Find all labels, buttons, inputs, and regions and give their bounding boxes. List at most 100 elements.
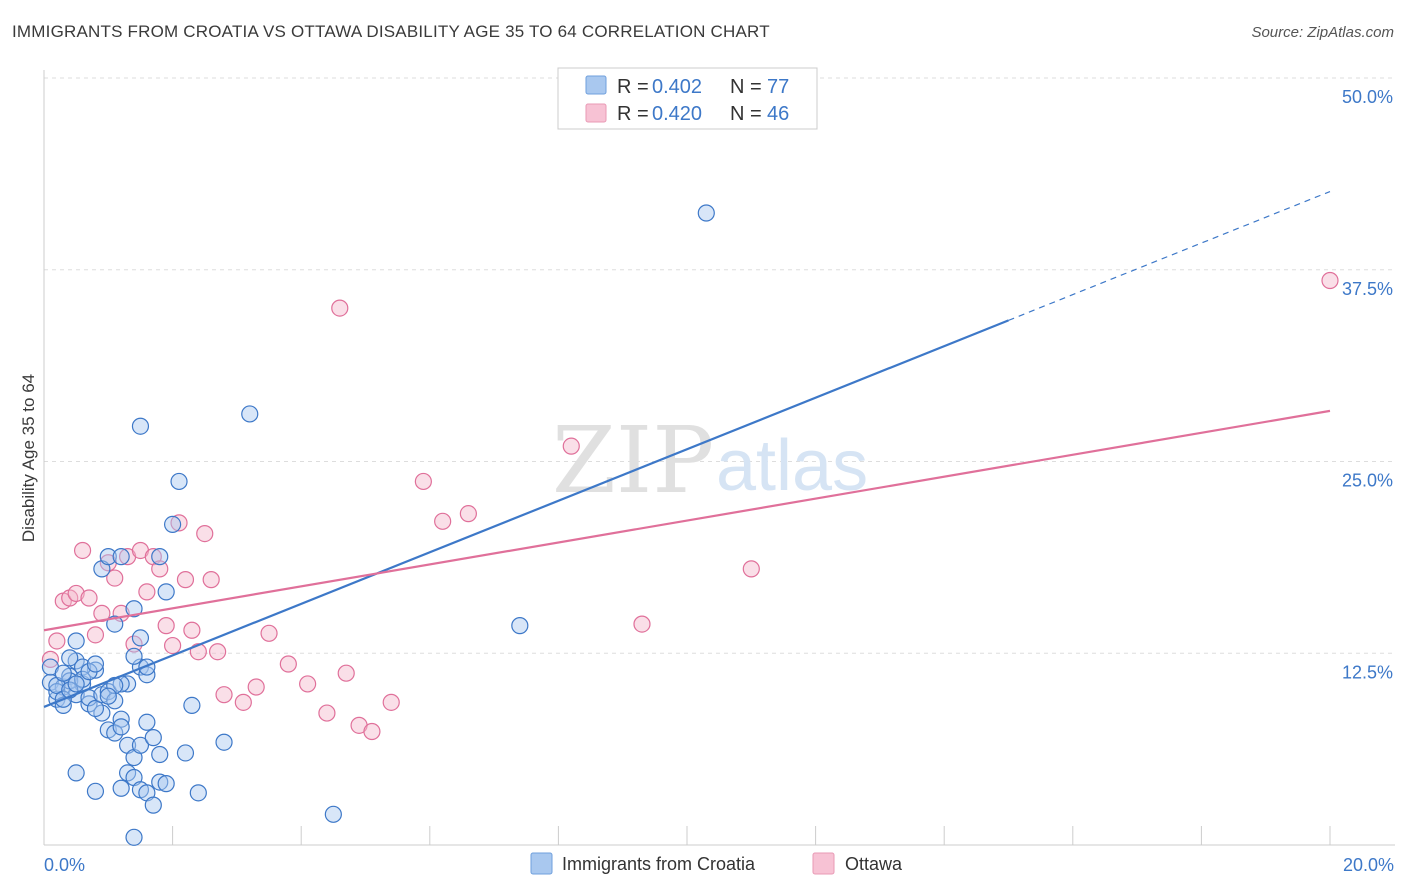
data-point: [67, 584, 85, 603]
legend-swatch-ottawa: [585, 103, 607, 123]
data-point: [247, 678, 265, 696]
data-point: [151, 548, 169, 566]
data-point: [434, 512, 452, 530]
bottom-legend: Immigrants from Croatia Ottawa: [530, 852, 903, 875]
data-point: [48, 632, 66, 650]
trend-line-croatia-extension: [1008, 190, 1331, 321]
data-point: [86, 626, 105, 644]
trend-line-ottawa: [43, 409, 1331, 632]
x-tick-label-max: 20.0%: [1343, 855, 1394, 875]
y-tick-labels: 12.5% 25.0% 37.5% 50.0%: [1342, 87, 1393, 682]
data-point: [131, 417, 150, 435]
data-point: [125, 647, 143, 665]
source-label: Source: ZipAtlas.com: [1251, 24, 1394, 41]
data-point: [382, 693, 400, 711]
data-point: [67, 764, 85, 782]
data-point: [80, 589, 98, 607]
data-point: [189, 784, 207, 802]
bottom-legend-swatch-croatia: [530, 852, 553, 875]
data-point: [215, 733, 233, 751]
data-point: [176, 571, 195, 589]
trend-line-croatia: [43, 319, 1009, 708]
data-point: [112, 779, 130, 797]
chart-title: IMMIGRANTS FROM CROATIA VS OTTAWA DISABI…: [12, 22, 770, 41]
data-point: [279, 655, 297, 673]
data-point: [260, 624, 278, 642]
data-point: [118, 675, 137, 693]
data-point: [144, 796, 162, 814]
data-point: [241, 405, 259, 423]
watermark-zip: ZIP: [552, 407, 714, 514]
data-point: [562, 437, 580, 455]
data-point: [337, 664, 355, 682]
data-point: [170, 514, 188, 532]
legend-swatch-croatia: [585, 75, 607, 95]
data-point: [459, 505, 477, 523]
data-point: [112, 548, 130, 566]
data-point: [299, 675, 317, 693]
croatia-points: [41, 204, 715, 846]
data-point: [67, 675, 85, 693]
data-point: [697, 204, 715, 222]
trend-lines: [43, 190, 1331, 708]
data-point: [151, 773, 169, 791]
y-tick-label: 50.0%: [1342, 87, 1393, 107]
data-point: [157, 583, 175, 601]
data-point: [183, 621, 201, 639]
data-point: [125, 828, 143, 846]
data-point: [99, 687, 117, 705]
data-point: [61, 649, 79, 667]
data-point: [176, 744, 195, 762]
data-point: [106, 724, 124, 742]
data-point: [54, 664, 72, 682]
legend-r-label-1: R =: [617, 76, 649, 98]
data-point: [363, 722, 381, 741]
y-tick-label: 25.0%: [1342, 471, 1393, 491]
data-point: [633, 615, 651, 633]
y-tick-label: 37.5%: [1342, 279, 1393, 299]
legend-r-label-2: R =: [617, 103, 649, 125]
bottom-legend-croatia: Immigrants from Croatia: [562, 854, 756, 874]
data-point: [131, 629, 150, 647]
data-point: [742, 560, 760, 578]
data-point: [112, 718, 130, 736]
legend-r-value-1: 0.402: [652, 76, 702, 98]
data-point: [234, 693, 252, 711]
data-point: [86, 661, 105, 679]
data-point: [151, 560, 169, 578]
data-point: [67, 632, 85, 650]
data-point: [164, 515, 182, 533]
data-point: [170, 472, 188, 491]
data-point: [164, 636, 182, 655]
data-point: [151, 745, 169, 764]
data-point: [196, 524, 214, 543]
data-point: [157, 775, 175, 793]
x-ticks: [43, 826, 1331, 845]
data-point: [131, 736, 150, 754]
data-point: [73, 541, 92, 560]
data-point: [414, 472, 432, 491]
data-point: [331, 299, 349, 317]
data-point: [138, 713, 156, 731]
legend-n-label-1: N =: [730, 76, 762, 98]
data-point: [125, 600, 143, 618]
data-point: [86, 782, 105, 800]
data-point: [106, 615, 124, 633]
legend-n-value-1: 77: [767, 76, 789, 98]
y-tick-label: 12.5%: [1342, 662, 1393, 682]
legend-n-label-2: N =: [730, 103, 762, 125]
legend-n-value-2: 46: [767, 103, 789, 125]
data-point: [1321, 271, 1339, 290]
data-point: [138, 583, 156, 601]
data-point: [125, 635, 143, 653]
data-point: [318, 704, 336, 722]
data-point: [157, 617, 175, 635]
data-point: [86, 655, 105, 673]
bottom-legend-swatch-ottawa: [812, 852, 835, 875]
watermark-atlas: atlas: [716, 426, 868, 506]
data-point: [511, 617, 529, 635]
y-axis-label: Disability Age 35 to 64: [19, 374, 38, 542]
data-point: [202, 571, 220, 589]
data-point: [209, 643, 227, 661]
